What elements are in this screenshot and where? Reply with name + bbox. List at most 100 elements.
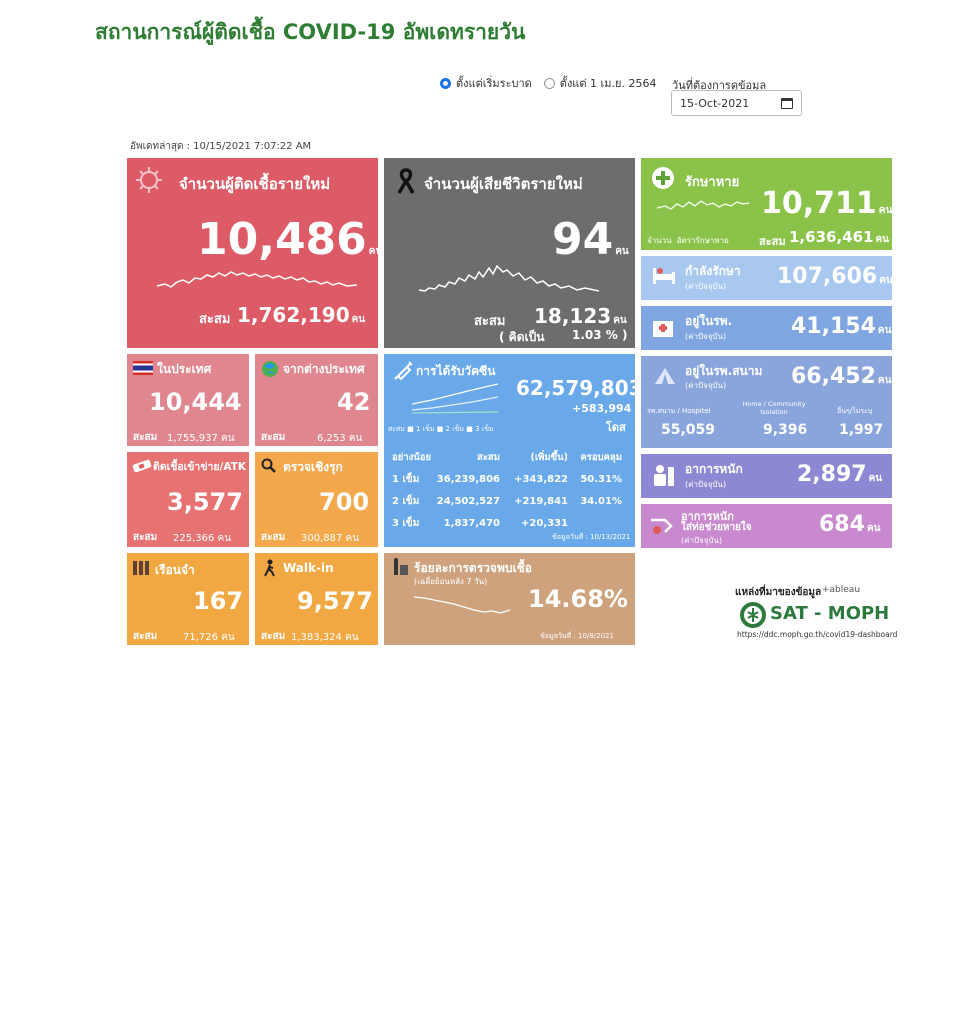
treating-value: 107,606 คน <box>777 264 892 289</box>
table-row: 1 เข็ม 36,239,806 +343,822 50.31% <box>392 468 624 490</box>
hospital-value: 41,154 คน <box>791 314 892 339</box>
proactive-label: ตรวจเชิงรุก <box>283 460 343 474</box>
prison-tile: เรือนจำ 167 สะสม 71,726 คน <box>127 553 249 645</box>
ribbon-icon <box>397 168 415 194</box>
walkin-value: 9,577 <box>297 587 373 615</box>
syringe-icon <box>394 361 413 381</box>
thailand-flag-icon <box>133 361 153 375</box>
radio-since-april-label: ตั้งแต่ 1 เม.ย. 2564 <box>559 77 657 90</box>
vaccine-cell: 2 เข็ม <box>392 495 420 507</box>
field-hospital-tile: อยู่ในรพ.สนาม (ค่าปัจจุบัน) 66,452 คน รพ.… <box>641 356 892 448</box>
imported-accum-label: สะสม <box>261 432 286 443</box>
deaths-sparkline <box>419 264 599 292</box>
date-label: วันที่ต้องการดูข้อมูล <box>672 79 767 92</box>
recovered-tile: รักษาหาย 10,711 คน จำนวน อัตรารักษาหาย สะ… <box>641 158 892 250</box>
domestic-accum: 1,755,937 คน <box>167 433 235 444</box>
calendar-icon[interactable] <box>781 97 793 109</box>
globe-icon <box>262 361 278 377</box>
atk-accum-label: สะสม <box>133 532 158 543</box>
moph-seal-icon <box>740 602 766 628</box>
deaths-value: 94 คน <box>552 214 629 265</box>
vaccine-header-cell: อย่างน้อย <box>392 451 432 463</box>
field-hospital-label: อยู่ในรพ.สนาม <box>685 364 763 378</box>
deaths-accum-label: สะสม <box>474 314 506 329</box>
home-isolation-label: Home / Community Isolation <box>742 400 806 416</box>
magnifier-icon <box>261 458 276 473</box>
date-input[interactable]: 15-Oct-2021 <box>671 90 802 116</box>
positivity-sub: (เฉลี่ยย้อนหลัง 7 วัน) <box>414 577 488 586</box>
table-row: 3 เข็ม 1,837,470 +20,331 <box>392 512 624 534</box>
treating-tile: กำลังรักษา (ค่าปัจจุบัน) 107,606 คน <box>641 256 892 300</box>
vaccine-header-cell: สะสม <box>477 451 500 463</box>
atk-accum: 225,366 คน <box>173 533 232 544</box>
severe-sub: (ค่าปัจจุบัน) <box>685 480 727 489</box>
severe-label: อาการหนัก <box>685 462 743 476</box>
imported-value: 42 <box>337 388 371 416</box>
vaccine-header-cell: (เพิ่มขึ้น) <box>530 451 568 463</box>
radio-since-outbreak[interactable]: ตั้งแต่เริ่มระบาด <box>440 74 532 92</box>
proactive-value: 700 <box>319 488 370 516</box>
deaths-label: จำนวนผู้เสียชีวิตรายใหม่ <box>424 175 583 193</box>
home-isolation-value: 9,396 <box>763 422 808 438</box>
hospital-bed-icon <box>653 268 675 284</box>
proactive-accum-label: สะสม <box>261 532 286 543</box>
new-cases-label: จำนวนผู้ติดเชื้อรายใหม่ <box>179 175 331 193</box>
walking-person-icon <box>264 559 275 577</box>
positivity-sparkline <box>414 596 510 614</box>
field-hospital-sub: (ค่าปัจจุบัน) <box>685 381 727 390</box>
radio-unselected-icon <box>543 77 555 89</box>
prison-accum-label: สะสม <box>133 631 158 642</box>
walkin-accum-label: สะสม <box>261 631 286 642</box>
legend-dose3: 3 เข็ม <box>475 425 494 433</box>
vaccine-cell: +219,841 <box>514 495 568 507</box>
vaccine-cell: 24,502,527 <box>436 495 500 507</box>
vaccine-header-cell: ครอบคลุม <box>580 451 622 463</box>
recovered-accum-label: สะสม <box>759 235 786 248</box>
hospital-label: อยู่ในรพ. <box>685 314 733 328</box>
vaccine-cell: +20,331 <box>521 517 568 529</box>
imported-label: จากต่างประเทศ <box>283 362 365 376</box>
tent-icon <box>655 368 675 384</box>
recovered-value: 10,711 คน <box>761 186 892 221</box>
ventilator-value: 684 คน <box>819 512 881 537</box>
vaccine-cell: +343,822 <box>514 473 568 485</box>
source-url[interactable]: https://ddc.moph.go.th/covid19-dashboard <box>737 630 898 639</box>
legend-dose2: 2 เข็ม <box>445 425 465 433</box>
vaccine-legend: สะสม ■ 1 เข็ม ■ 2 เข็ม ■ 3 เข็ม <box>388 425 494 433</box>
new-cases-sparkline <box>157 271 357 288</box>
vaccine-table: อย่างน้อย สะสม (เพิ่มขึ้น) ครอบคลุม 1 เข… <box>392 446 624 534</box>
proactive-accum: 300,887 คน <box>301 533 360 544</box>
hospitel-label: รพ.สนาม / Hospitel <box>647 407 711 415</box>
lab-test-icon <box>394 558 408 575</box>
atk-value: 3,577 <box>167 488 243 516</box>
radio-since-outbreak-label: ตั้งแต่เริ่มระบาด <box>456 77 532 90</box>
radio-since-april[interactable]: ตั้งแต่ 1 เม.ย. 2564 <box>543 74 657 92</box>
vaccine-data-date: ข้อมูลวันที่ : 10/13/2021 <box>552 533 631 541</box>
virus-icon <box>136 167 162 193</box>
new-cases-value: 10,486คน <box>197 214 378 265</box>
positivity-label: ร้อยละการตรวจพบเชื้อ <box>414 561 532 575</box>
vaccine-tile: การได้รับวัคซีน 62,579,803 +583,994 โดส … <box>384 354 635 547</box>
domestic-tile: ในประเทศ 10,444 สะสม 1,755,937 คน <box>127 354 249 446</box>
vaccine-label: การได้รับวัคซีน <box>416 364 496 378</box>
atk-label: ติดเชื้อเข้าข่าย/ATK <box>153 461 246 473</box>
ventilator-icon <box>651 518 673 534</box>
ventilator-label2: ใส่ท่อช่วยหายใจ <box>681 522 752 533</box>
vaccine-cell: 50.31% <box>580 473 622 485</box>
severe-value: 2,897 คน <box>797 462 883 487</box>
positivity-tile: ร้อยละการตรวจพบเชื้อ (เฉลี่ยย้อนหลัง 7 ว… <box>384 553 635 645</box>
vaccine-cell: 36,239,806 <box>436 473 500 485</box>
hospital-sub: (ค่าปัจจุบัน) <box>685 332 727 341</box>
field-hospital-value: 66,452 คน <box>791 364 892 389</box>
ventilator-sub: (ค่าปัจจุบัน) <box>681 536 723 545</box>
recovered-legend: จำนวน อัตรารักษาหาย <box>647 234 729 247</box>
walkin-label: Walk-in <box>283 561 334 575</box>
vaccine-dose-unit: โดส <box>606 421 626 434</box>
prison-value: 167 <box>193 587 244 615</box>
ventilator-tile: อาการหนัก ใส่ท่อช่วยหายใจ (ค่าปัจจุบัน) … <box>641 504 892 548</box>
new-cases-accum-label: สะสม <box>199 312 231 327</box>
deaths-pct: 1.03 % ) <box>572 328 628 342</box>
severe-tile: อาการหนัก (ค่าปัจจุบัน) 2,897 คน <box>641 454 892 498</box>
recovered-sparkline <box>657 200 749 210</box>
domestic-label: ในประเทศ <box>157 362 212 376</box>
